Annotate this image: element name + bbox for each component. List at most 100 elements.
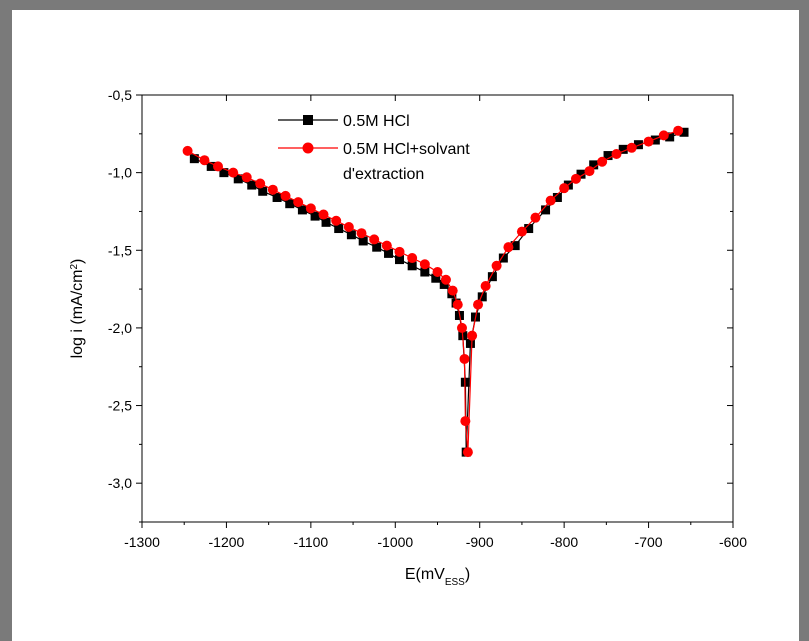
data-point-circle <box>584 166 595 177</box>
data-point-square <box>247 180 257 190</box>
data-point-circle <box>491 260 502 271</box>
data-point-circle <box>381 240 392 251</box>
legend-label-line: d'extraction <box>343 166 424 183</box>
data-point-circle <box>559 183 570 194</box>
data-point-circle <box>241 172 252 183</box>
data-point-square <box>258 186 268 196</box>
data-point-circle <box>456 322 467 333</box>
data-point-square <box>541 205 551 215</box>
data-point-square <box>407 261 417 271</box>
data-point-square <box>510 241 520 251</box>
data-point-square <box>552 192 562 202</box>
data-point-square <box>346 230 356 240</box>
data-point-square <box>334 224 344 234</box>
data-point-circle <box>280 190 291 201</box>
data-point-square <box>420 267 430 277</box>
y-tick-label: -0,5 <box>108 87 132 103</box>
legend: 0.5M HCl 0.5M HCl+solvant d'extraction <box>278 113 470 183</box>
data-point-square <box>272 192 282 202</box>
legend-label-line: 0.5M HCl+solvant <box>343 141 470 158</box>
data-point-square <box>650 135 660 145</box>
data-point-circle <box>570 173 581 184</box>
data-point-circle <box>440 274 451 285</box>
data-point-circle <box>658 130 669 141</box>
data-point-circle <box>643 136 654 147</box>
data-point-square <box>310 211 320 221</box>
x-tick-label: -1200 <box>209 534 245 550</box>
data-point-square <box>395 255 405 265</box>
data-point-square <box>665 132 675 142</box>
data-point-circle <box>626 142 637 153</box>
y-tick-label: -2,0 <box>108 320 132 336</box>
data-point-circle <box>611 149 622 160</box>
data-point-circle <box>419 259 430 270</box>
data-point-circle <box>407 253 418 264</box>
axis-ticks: -1300 -1200 -1100 -1000 -900 -800 -700 -600 -0,5… <box>108 87 747 550</box>
data-point-circle <box>459 353 470 364</box>
data-point-circle <box>255 178 266 189</box>
data-point-square <box>358 236 368 246</box>
data-point-circle <box>182 145 193 156</box>
data-point-circle <box>228 167 239 178</box>
data-point-circle <box>199 155 210 166</box>
data-point-square <box>285 199 295 209</box>
data-point-square <box>603 151 613 161</box>
x-tick-label: -1300 <box>124 534 160 550</box>
data-point-circle <box>356 228 367 239</box>
data-point-square <box>487 272 497 282</box>
data-point-square <box>384 248 394 258</box>
x-axis-label: E(mVESS) <box>405 566 470 588</box>
x-tick-label: -1000 <box>377 534 413 550</box>
data-point-circle <box>460 416 471 427</box>
data-point-square <box>679 127 689 137</box>
legend-marker-circle <box>302 142 314 154</box>
data-point-square <box>372 242 382 252</box>
data-point-circle <box>267 184 278 195</box>
data-point-square <box>321 217 331 227</box>
data-point-circle <box>394 246 405 257</box>
y-tick-label: -1,5 <box>108 242 132 258</box>
data-point-circle <box>597 156 608 167</box>
y-axis-label: log i (mA/cm2) <box>69 259 87 359</box>
x-tick-label: -600 <box>719 534 747 550</box>
plot-area <box>141 94 734 523</box>
y-tick-label: -1,0 <box>108 165 132 181</box>
data-point-circle <box>480 280 491 291</box>
data-point-square <box>297 205 307 215</box>
data-point-circle <box>545 195 556 206</box>
legend-label-hcl-solvant: 0.5M HCl+solvant d'extraction <box>343 141 470 183</box>
data-point-circle <box>447 285 458 296</box>
data-point-square <box>219 168 229 178</box>
data-point-square <box>431 273 441 283</box>
data-point-square <box>524 224 534 234</box>
data-point-circle <box>293 197 304 208</box>
x-tick-label: -800 <box>550 534 578 550</box>
series-layer <box>182 125 689 458</box>
data-point-square <box>589 160 599 170</box>
data-point-square <box>189 154 199 164</box>
data-point-circle <box>503 242 514 253</box>
data-point-circle <box>452 299 463 310</box>
x-tick-label: -900 <box>466 534 494 550</box>
y-tick-label: -2,5 <box>108 398 132 414</box>
x-tick-label: -700 <box>635 534 663 550</box>
data-point-circle <box>212 161 223 172</box>
data-point-circle <box>331 215 342 226</box>
data-point-circle <box>305 203 316 214</box>
data-point-circle <box>369 234 380 245</box>
legend-marker-square <box>303 115 313 125</box>
data-point-circle <box>516 226 527 237</box>
x-tick-label: -1100 <box>293 534 328 550</box>
data-point-square <box>465 338 475 348</box>
data-point-circle <box>462 447 473 458</box>
data-point-square <box>498 253 508 263</box>
legend-label-hcl: 0.5M HCl <box>343 113 410 130</box>
data-point-square <box>633 140 643 150</box>
data-point-circle <box>467 330 478 341</box>
data-point-circle <box>673 125 684 136</box>
data-point-square <box>233 174 243 184</box>
data-point-square <box>206 161 216 171</box>
series-line-0 <box>194 131 685 453</box>
